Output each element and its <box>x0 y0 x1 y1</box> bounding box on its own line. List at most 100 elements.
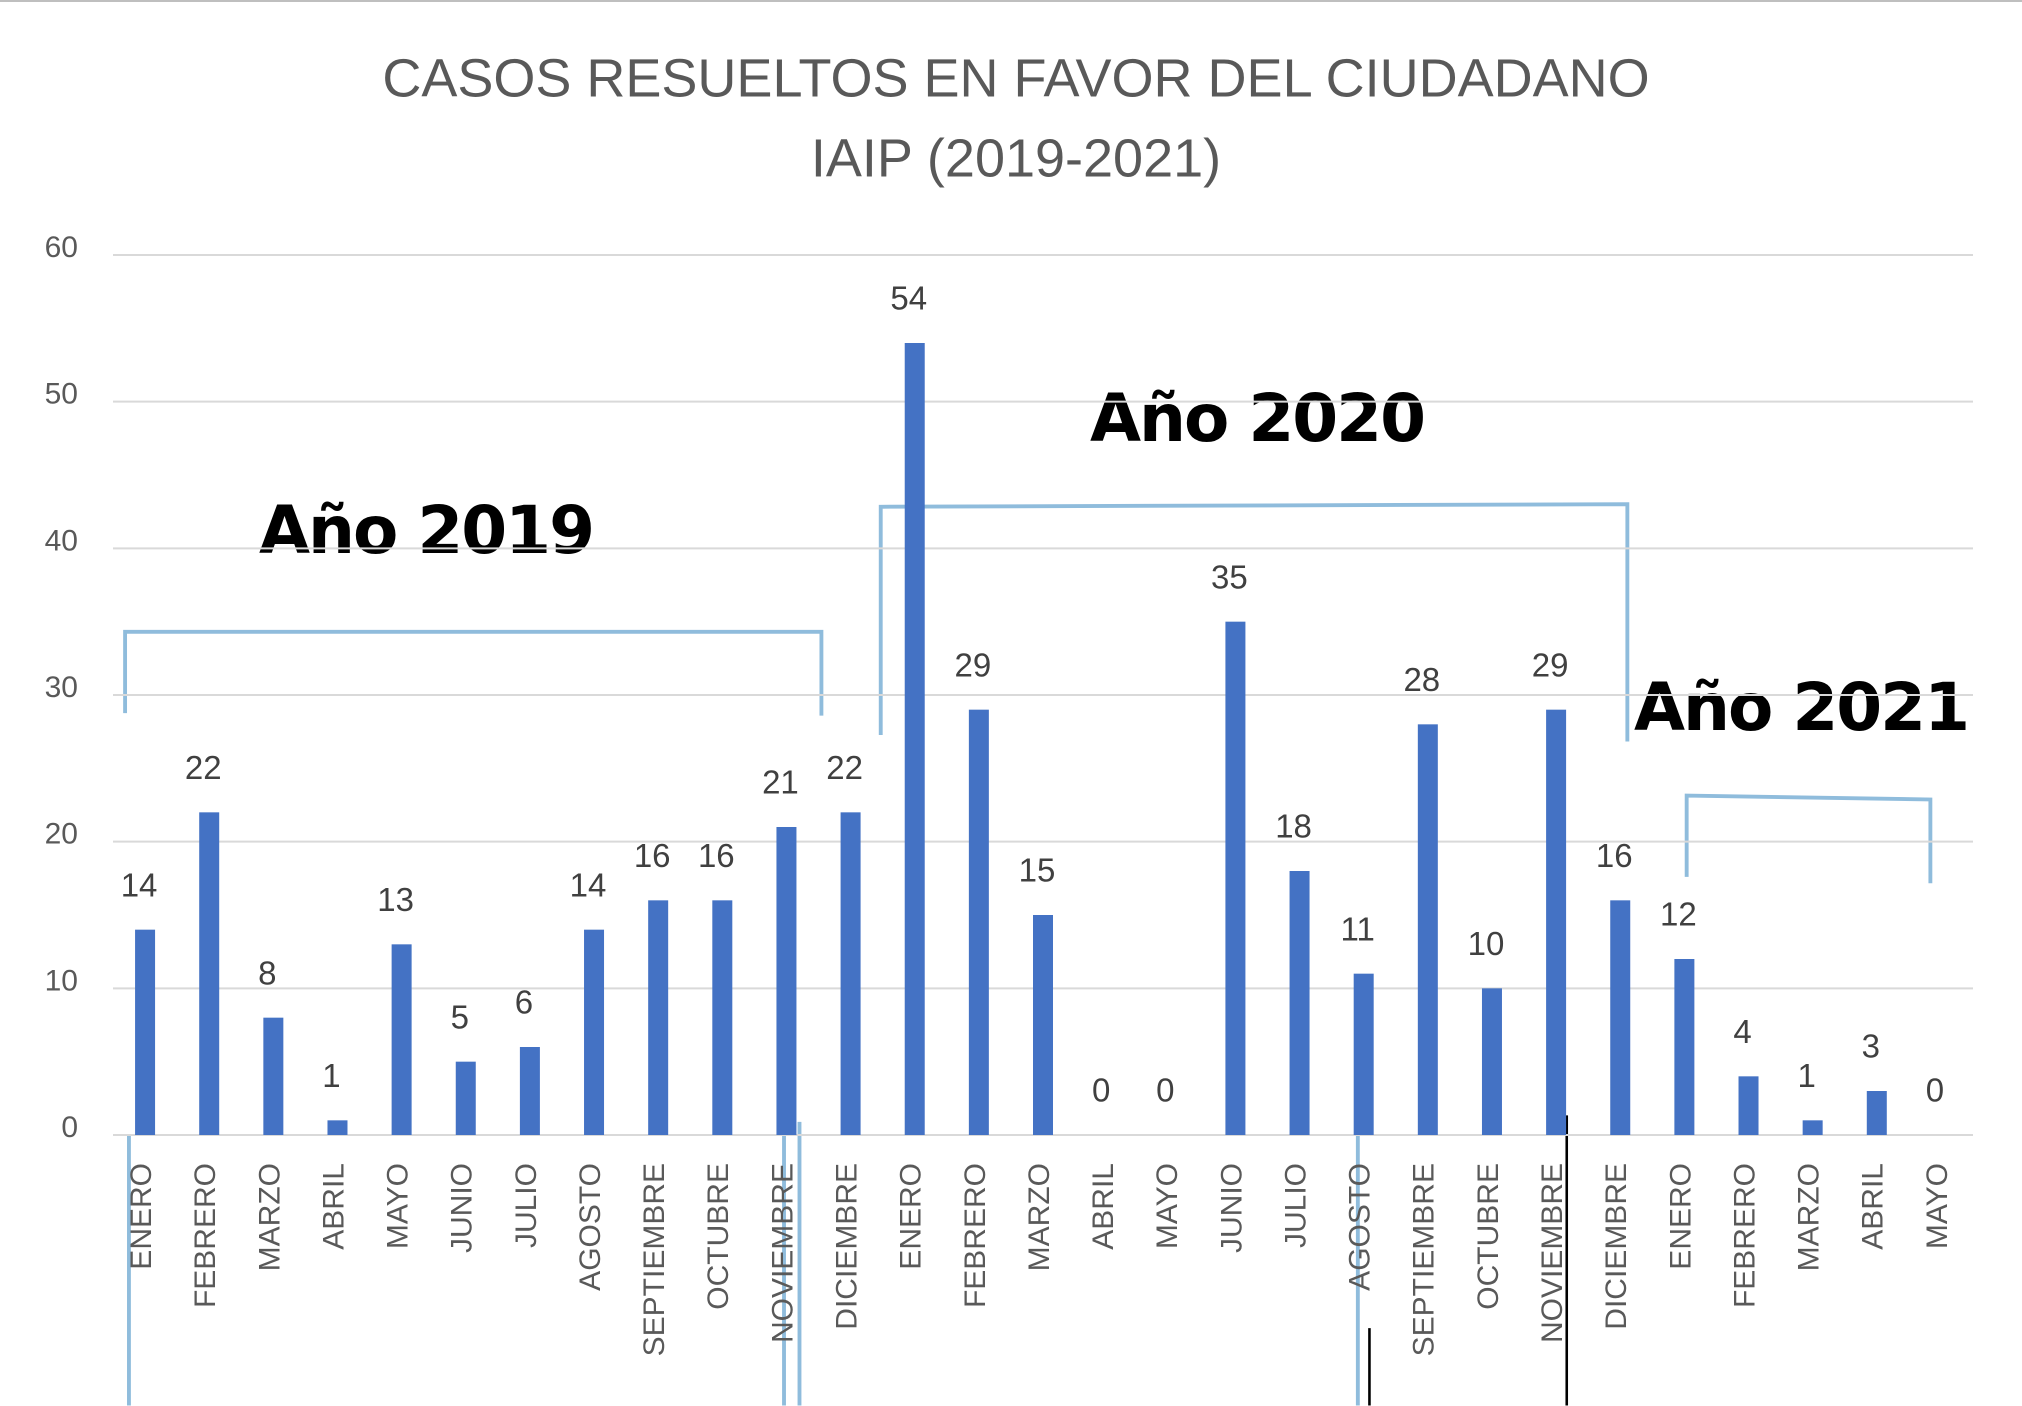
x-tick-label: OCTUBRE <box>702 1163 735 1310</box>
data-label: 10 <box>1468 925 1505 962</box>
bar <box>1033 915 1053 1135</box>
data-label: 16 <box>634 837 671 874</box>
x-tick-label: SEPTIEMBRE <box>1408 1163 1441 1356</box>
data-label: 15 <box>1019 852 1056 889</box>
data-label: 35 <box>1211 558 1248 595</box>
data-label: 22 <box>185 749 222 786</box>
x-tick-label: MARZO <box>1793 1163 1826 1271</box>
x-tick-label: DICIEMBRE <box>1600 1163 1633 1330</box>
bar <box>1417 724 1438 1135</box>
data-label: 29 <box>955 646 992 683</box>
bar <box>135 929 156 1135</box>
data-label: 5 <box>451 998 469 1035</box>
data-label: 0 <box>1156 1072 1174 1109</box>
bar <box>1353 973 1374 1135</box>
data-label: 12 <box>1660 896 1697 933</box>
data-label: 11 <box>1341 910 1375 947</box>
bar <box>1866 1091 1887 1135</box>
y-tick-label: 30 <box>45 671 78 704</box>
data-label: 29 <box>1532 646 1569 683</box>
data-label: 0 <box>1092 1072 1110 1109</box>
x-tick-label: MAYO <box>1921 1163 1954 1249</box>
x-tick-label: FEBRERO <box>1728 1163 1761 1308</box>
x-tick-label: MARZO <box>253 1163 286 1271</box>
data-label: 8 <box>258 954 276 991</box>
x-tick-label: DICIEMBRE <box>831 1163 864 1330</box>
bar <box>1674 959 1695 1135</box>
data-label: 16 <box>1596 837 1633 874</box>
bar <box>199 812 220 1135</box>
x-tick-label: FEBRERO <box>959 1163 992 1308</box>
brackets <box>123 502 1933 1406</box>
chart-subtitle: IAIP (2019-2021) <box>811 128 1221 188</box>
bar <box>712 900 733 1135</box>
data-label: 3 <box>1862 1028 1880 1065</box>
x-tick-label: NOVIEMBRE <box>1536 1163 1569 1343</box>
data-label: 13 <box>377 881 414 918</box>
x-tick-label: AGOSTO <box>574 1163 607 1291</box>
x-tick-label: ENERO <box>1664 1163 1697 1270</box>
y-tick-label: 20 <box>45 818 78 851</box>
x-tick-label: MARZO <box>1023 1163 1056 1271</box>
x-tick-label: JULIO <box>1279 1163 1312 1248</box>
data-label: 6 <box>515 984 533 1021</box>
bar <box>968 709 989 1135</box>
x-tick-label: ABRIL <box>317 1163 350 1250</box>
x-tick-label: ENERO <box>125 1163 158 1270</box>
x-tick-label: JUNIO <box>1215 1163 1248 1253</box>
x-tick-label: ABRIL <box>1857 1163 1890 1250</box>
bar <box>263 1017 284 1135</box>
annotation: Año 2019 <box>259 492 593 569</box>
bar <box>455 1061 476 1135</box>
annotation: Año 2020 <box>1090 380 1424 457</box>
data-label: 1 <box>322 1057 340 1094</box>
bar <box>840 812 861 1135</box>
data-label: 4 <box>1733 1013 1751 1050</box>
y-tick-label: 40 <box>45 524 78 557</box>
bracket-2019 <box>123 629 824 716</box>
data-label: 54 <box>890 280 927 317</box>
bar <box>391 944 412 1135</box>
y-tick-label: 10 <box>45 964 78 997</box>
bar <box>1289 871 1310 1135</box>
y-tick-label: 0 <box>61 1111 78 1144</box>
data-label: 21 <box>762 764 799 801</box>
data-label: 14 <box>570 866 607 903</box>
x-tick-label: ENERO <box>895 1163 928 1270</box>
bar <box>584 929 605 1135</box>
bracket-2020 <box>878 502 1630 742</box>
data-label: 14 <box>121 866 158 903</box>
data-label: 28 <box>1403 661 1440 698</box>
bar <box>776 827 797 1135</box>
x-tick-label: NOVIEMBRE <box>766 1163 799 1343</box>
bar <box>1610 900 1631 1135</box>
x-tick-label: AGOSTO <box>1344 1163 1377 1291</box>
bar <box>327 1120 348 1135</box>
bar <box>519 1047 540 1135</box>
bar <box>648 900 669 1135</box>
x-tick-label: MAYO <box>382 1163 415 1249</box>
chart-title: CASOS RESUELTOS EN FAVOR DEL CIUDADANO <box>382 48 1649 108</box>
data-label: 18 <box>1275 808 1312 845</box>
x-tick-label: JUNIO <box>446 1163 479 1253</box>
y-tick-label: 50 <box>45 378 78 411</box>
x-tick-label: OCTUBRE <box>1472 1163 1505 1310</box>
x-tick-label: SEPTIEMBRE <box>638 1163 671 1356</box>
data-label: 16 <box>698 837 735 874</box>
bar <box>1738 1076 1759 1135</box>
data-label: 1 <box>1797 1057 1815 1094</box>
x-tick-label: ABRIL <box>1087 1163 1120 1250</box>
y-tick-label: 60 <box>45 231 78 264</box>
bar <box>1225 621 1246 1135</box>
annotation: Año 2021 <box>1634 669 1968 746</box>
x-tick-label: JULIO <box>510 1163 543 1248</box>
bar <box>1546 709 1567 1135</box>
x-tick-label: FEBRERO <box>189 1163 222 1308</box>
bar <box>904 343 925 1135</box>
bar <box>1481 988 1502 1135</box>
x-tick-label: MAYO <box>1151 1163 1184 1249</box>
bar <box>1802 1120 1823 1135</box>
data-label: 22 <box>826 749 863 786</box>
